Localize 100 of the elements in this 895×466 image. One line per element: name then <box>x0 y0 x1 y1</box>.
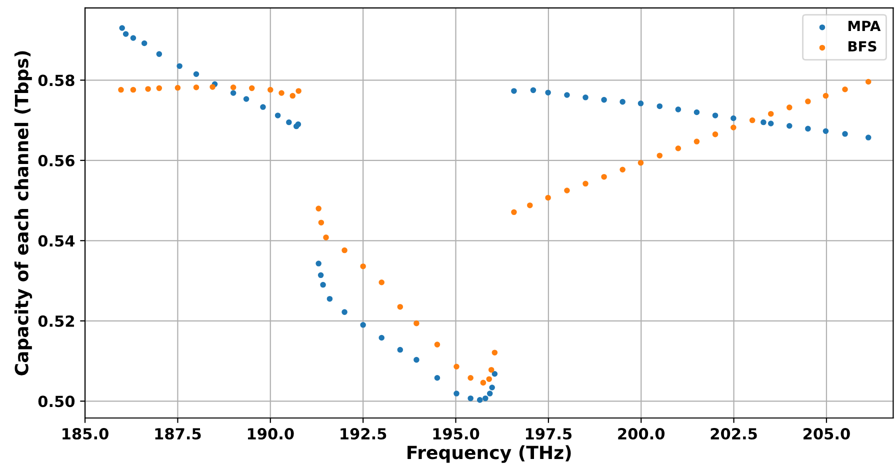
point <box>174 84 181 91</box>
point <box>822 128 829 134</box>
point <box>342 309 348 315</box>
point <box>511 209 517 216</box>
point <box>638 160 644 166</box>
point <box>638 100 644 106</box>
point <box>865 134 872 140</box>
point <box>316 206 322 212</box>
point <box>582 94 588 100</box>
point <box>434 374 440 381</box>
point <box>564 188 570 194</box>
point <box>545 90 551 96</box>
point <box>316 260 322 266</box>
x-tick-label: 195.0 <box>433 428 480 440</box>
point <box>454 364 460 370</box>
point <box>511 88 517 94</box>
point <box>786 123 792 129</box>
point <box>564 92 570 98</box>
point <box>468 374 474 381</box>
point <box>119 25 125 31</box>
x-axis-title: Frequency (THz) <box>408 445 571 463</box>
point <box>248 85 255 92</box>
point <box>414 356 420 363</box>
x-tick-label: 185.0 <box>62 428 108 440</box>
point <box>156 85 162 92</box>
legend-label: BFS <box>848 41 876 52</box>
point <box>397 304 404 310</box>
point <box>527 202 533 208</box>
point <box>130 86 136 93</box>
point <box>675 106 682 112</box>
point <box>712 112 718 118</box>
point <box>492 370 498 377</box>
x-tick-label: 202.5 <box>710 428 757 440</box>
point <box>468 395 474 402</box>
point <box>482 395 488 402</box>
point <box>601 96 607 103</box>
point <box>378 279 384 286</box>
point <box>488 366 494 373</box>
point <box>656 152 663 158</box>
point <box>141 40 148 46</box>
x-tick-label: 197.5 <box>526 428 572 440</box>
point <box>130 35 136 41</box>
point <box>865 78 872 85</box>
point <box>768 120 774 126</box>
point <box>768 110 774 117</box>
point <box>230 90 236 96</box>
point <box>320 282 326 288</box>
point <box>805 98 811 104</box>
point <box>749 117 756 124</box>
point <box>342 247 348 254</box>
x-tick-label: 200.0 <box>618 428 665 440</box>
point <box>842 86 848 92</box>
point <box>760 119 766 126</box>
x-tick-label: 205.0 <box>804 428 850 440</box>
point <box>210 84 216 90</box>
point <box>545 194 551 201</box>
point <box>318 220 324 226</box>
y-tick-label: 0.50 <box>38 396 75 408</box>
point <box>296 88 302 94</box>
point <box>712 131 718 138</box>
point <box>118 86 124 93</box>
point <box>805 126 811 132</box>
point <box>842 131 848 137</box>
x-tick-label: 187.5 <box>155 428 201 440</box>
point <box>492 350 498 356</box>
point <box>582 180 588 187</box>
point <box>489 384 495 390</box>
point <box>620 98 626 105</box>
point <box>260 104 266 110</box>
point <box>230 84 236 90</box>
point <box>480 380 486 386</box>
point <box>786 104 792 110</box>
point <box>193 84 200 90</box>
point <box>145 86 151 92</box>
point <box>486 390 493 396</box>
x-tick-label: 192.5 <box>340 428 386 440</box>
point <box>290 92 296 99</box>
point <box>601 174 607 180</box>
point <box>476 397 483 403</box>
point <box>278 90 284 96</box>
point <box>530 87 536 94</box>
point <box>243 96 250 102</box>
y-tick-label: 0.52 <box>38 315 74 327</box>
point <box>822 92 829 99</box>
y-axis-title: Capacity of each channel (Tbps) <box>14 51 32 376</box>
y-tick-label: 0.58 <box>38 74 74 86</box>
y-tick-label: 0.54 <box>38 235 75 247</box>
point <box>434 342 440 348</box>
point <box>323 234 329 240</box>
point <box>274 112 281 118</box>
legend-label: MPA <box>848 20 881 31</box>
x-tick-label: 190.0 <box>248 428 294 440</box>
point <box>326 296 333 302</box>
point <box>286 119 292 126</box>
point <box>397 346 404 353</box>
point <box>360 263 366 270</box>
point <box>694 138 700 144</box>
point <box>730 124 736 130</box>
y-tick-label: 0.56 <box>38 154 74 166</box>
point <box>378 334 384 341</box>
